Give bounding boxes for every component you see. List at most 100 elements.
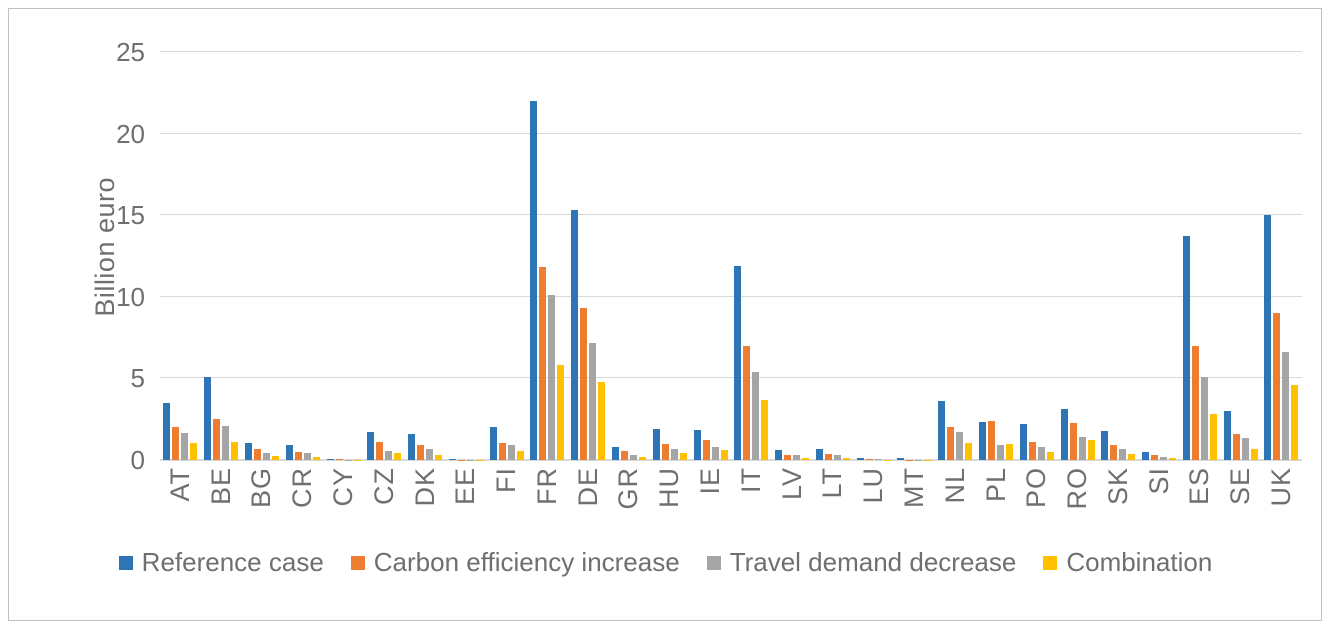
bar-SE-reference-case — [1223, 411, 1231, 460]
legend-swatch-icon — [1043, 555, 1058, 570]
legend-swatch-icon — [118, 555, 133, 570]
x-label-EE: EE — [450, 467, 481, 506]
x-label-cell-IE: IE — [690, 467, 731, 539]
legend-item-carbon-efficiency-increase: Carbon efficiency increase — [350, 547, 680, 578]
bar-UK-carbon-efficiency-increase — [1273, 313, 1281, 460]
bar-group-LT — [813, 448, 854, 460]
bar-IT-combination — [761, 399, 769, 460]
x-label-LV: LV — [776, 467, 807, 501]
bar-group-SK — [1098, 431, 1139, 460]
bar-HU-reference-case — [652, 429, 660, 460]
bar-group-RO — [1057, 408, 1098, 460]
x-label-NL: NL — [939, 467, 970, 504]
x-label-PO: PO — [1021, 467, 1052, 509]
bar-IE-combination — [720, 450, 728, 460]
bar-DK-carbon-efficiency-increase — [417, 445, 425, 460]
bar-CY-reference-case — [326, 459, 334, 460]
bar-SI-carbon-efficiency-increase — [1151, 455, 1159, 460]
bar-LT-reference-case — [815, 448, 823, 460]
legend-label: Travel demand decrease — [729, 547, 1017, 577]
bar-FI-travel-demand-decrease — [507, 444, 515, 460]
bar-SI-combination — [1169, 458, 1177, 460]
bar-SE-carbon-efficiency-increase — [1232, 433, 1240, 460]
bar-SE-travel-demand-decrease — [1241, 437, 1249, 460]
bar-group-PO — [1016, 424, 1057, 460]
bar-IT-carbon-efficiency-increase — [743, 345, 751, 460]
bar-group-EE — [445, 459, 486, 460]
bar-group-FI — [486, 427, 527, 460]
bar-CR-travel-demand-decrease — [303, 453, 311, 460]
legend-item-reference-case: Reference case — [118, 547, 324, 578]
bar-LV-combination — [802, 457, 810, 460]
x-label-DK: DK — [409, 467, 440, 507]
x-label-BG: BG — [246, 467, 277, 509]
bar-PL-carbon-efficiency-increase — [988, 420, 996, 460]
bar-BG-combination — [271, 455, 279, 460]
bar-BE-travel-demand-decrease — [222, 425, 230, 460]
bar-PO-reference-case — [1019, 424, 1027, 460]
x-label-cell-CY: CY — [323, 467, 364, 539]
bar-HU-carbon-efficiency-increase — [661, 443, 669, 460]
bar-NL-travel-demand-decrease — [956, 432, 964, 460]
x-label-cell-PL: PL — [976, 467, 1017, 539]
bar-RO-travel-demand-decrease — [1078, 437, 1086, 460]
y-tick-label-0: 0 — [130, 445, 145, 475]
bar-MT-reference-case — [897, 458, 905, 460]
bar-HU-combination — [679, 453, 687, 460]
bar-IE-reference-case — [693, 429, 701, 460]
bar-FR-combination — [557, 365, 565, 460]
x-label-cell-ES: ES — [1180, 467, 1221, 539]
legend-swatch-icon — [350, 555, 365, 570]
bar-BG-travel-demand-decrease — [262, 452, 270, 460]
bar-AT-carbon-efficiency-increase — [172, 427, 180, 460]
x-label-LU: LU — [858, 467, 889, 504]
bar-LV-carbon-efficiency-increase — [784, 455, 792, 460]
x-label-cell-LU: LU — [853, 467, 894, 539]
bar-group-BE — [201, 376, 242, 460]
bar-SK-reference-case — [1101, 431, 1109, 460]
y-tick-label-15: 15 — [116, 200, 145, 231]
bar-PO-combination — [1046, 451, 1054, 460]
bar-NL-carbon-efficiency-increase — [947, 427, 955, 460]
bar-LU-travel-demand-decrease — [874, 459, 882, 460]
bar-AT-combination — [190, 442, 198, 460]
x-label-MT: MT — [898, 467, 929, 508]
bar-FR-carbon-efficiency-increase — [539, 267, 547, 460]
gridline-5 — [160, 377, 1302, 379]
bar-group-BG — [242, 442, 283, 460]
bar-GR-carbon-efficiency-increase — [620, 451, 628, 460]
x-label-cell-SK: SK — [1098, 467, 1139, 539]
bar-LU-carbon-efficiency-increase — [865, 459, 873, 460]
x-label-cell-LT: LT — [813, 467, 854, 539]
bar-GR-travel-demand-decrease — [629, 455, 637, 460]
bar-FR-reference-case — [530, 100, 538, 460]
x-label-DE: DE — [572, 467, 603, 507]
bar-group-ES — [1180, 236, 1221, 460]
bar-CZ-reference-case — [367, 432, 375, 460]
bar-IT-travel-demand-decrease — [752, 371, 760, 460]
bar-AT-reference-case — [163, 402, 171, 460]
x-label-cell-HU: HU — [649, 467, 690, 539]
bar-group-CY — [323, 459, 364, 460]
bar-GR-combination — [638, 456, 646, 460]
gridline-10 — [160, 295, 1302, 297]
bar-group-DE — [568, 210, 609, 460]
bar-LT-carbon-efficiency-increase — [824, 454, 832, 460]
bar-LV-travel-demand-decrease — [793, 455, 801, 460]
y-tick-label-5: 5 — [130, 363, 145, 394]
bar-IE-carbon-efficiency-increase — [702, 440, 710, 460]
bar-CR-combination — [312, 456, 320, 460]
bar-group-LU — [853, 458, 894, 460]
x-label-CZ: CZ — [368, 467, 399, 505]
x-label-cell-LV: LV — [772, 467, 813, 539]
x-label-cell-GR: GR — [609, 467, 650, 539]
bar-DK-combination — [435, 455, 443, 460]
bar-LT-travel-demand-decrease — [833, 455, 841, 460]
bar-PO-travel-demand-decrease — [1037, 446, 1045, 460]
bar-group-NL — [935, 401, 976, 460]
bar-CY-carbon-efficiency-increase — [335, 459, 343, 460]
bar-CR-carbon-efficiency-increase — [294, 451, 302, 460]
gridline-25 — [160, 51, 1302, 52]
x-label-ES: ES — [1184, 467, 1215, 506]
bar-group-IE — [690, 429, 731, 460]
